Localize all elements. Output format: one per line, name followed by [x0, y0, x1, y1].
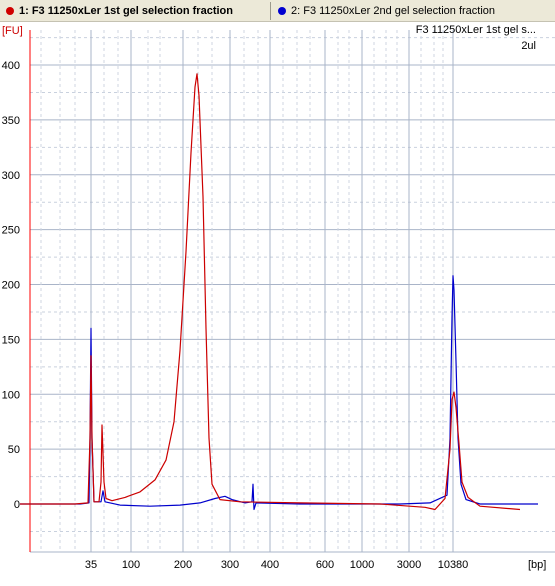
y-tick-label: 50	[8, 444, 20, 456]
y-tick-labels: 0 50 100 150 200 250 300 350 400	[2, 60, 20, 511]
x-tick-label: 1000	[350, 559, 374, 571]
x-tick-label: 300	[221, 559, 239, 571]
blue-dot-icon	[278, 7, 286, 15]
x-tick-label: 35	[85, 559, 97, 571]
y-unit-label: [FU]	[2, 25, 23, 37]
series-layer	[20, 73, 538, 511]
red-dot-icon	[6, 7, 14, 15]
sample-title: F3 11250xLer 1st gel s...	[416, 24, 536, 36]
y-tick-label: 300	[2, 170, 20, 182]
legend-bar: 1: F3 11250xLer 1st gel selection fracti…	[0, 0, 555, 22]
x-unit-label: [bp]	[528, 559, 546, 571]
legend-series-2-label: 2: F3 11250xLer 2nd gel selection fracti…	[291, 5, 496, 17]
y-tick-label: 250	[2, 225, 20, 237]
sample-subtitle: 2ul	[521, 40, 536, 52]
x-tick-label: 600	[316, 559, 334, 571]
legend-series-1-label: 1: F3 11250xLer 1st gel selection fracti…	[19, 5, 233, 17]
x-tick-label: 400	[261, 559, 279, 571]
legend-series-1[interactable]: 1: F3 11250xLer 1st gel selection fracti…	[6, 2, 233, 20]
y-tick-label: 100	[2, 389, 20, 401]
legend-separator	[270, 2, 271, 20]
series-1-line	[20, 73, 521, 511]
x-tick-label: 100	[122, 559, 140, 571]
y-tick-label: 200	[2, 280, 20, 292]
x-tick-labels: 35 100 200 300 400 600 1000 3000 10380	[85, 559, 468, 571]
y-tick-label: 400	[2, 60, 20, 72]
x-tick-label: 10380	[438, 559, 469, 571]
y-tick-label: 350	[2, 115, 20, 127]
x-tick-label: 3000	[397, 559, 421, 571]
y-tick-label: 0	[14, 499, 20, 511]
legend-series-2[interactable]: 2: F3 11250xLer 2nd gel selection fracti…	[278, 2, 495, 20]
grid-lines	[30, 30, 555, 553]
x-tick-label: 200	[174, 559, 192, 571]
series-2-line	[20, 275, 538, 511]
electropherogram-chart: 0 50 100 150 200 250 300 350 400 35 100 200 300 400 6…	[2, 24, 555, 571]
y-tick-label: 150	[2, 334, 20, 346]
